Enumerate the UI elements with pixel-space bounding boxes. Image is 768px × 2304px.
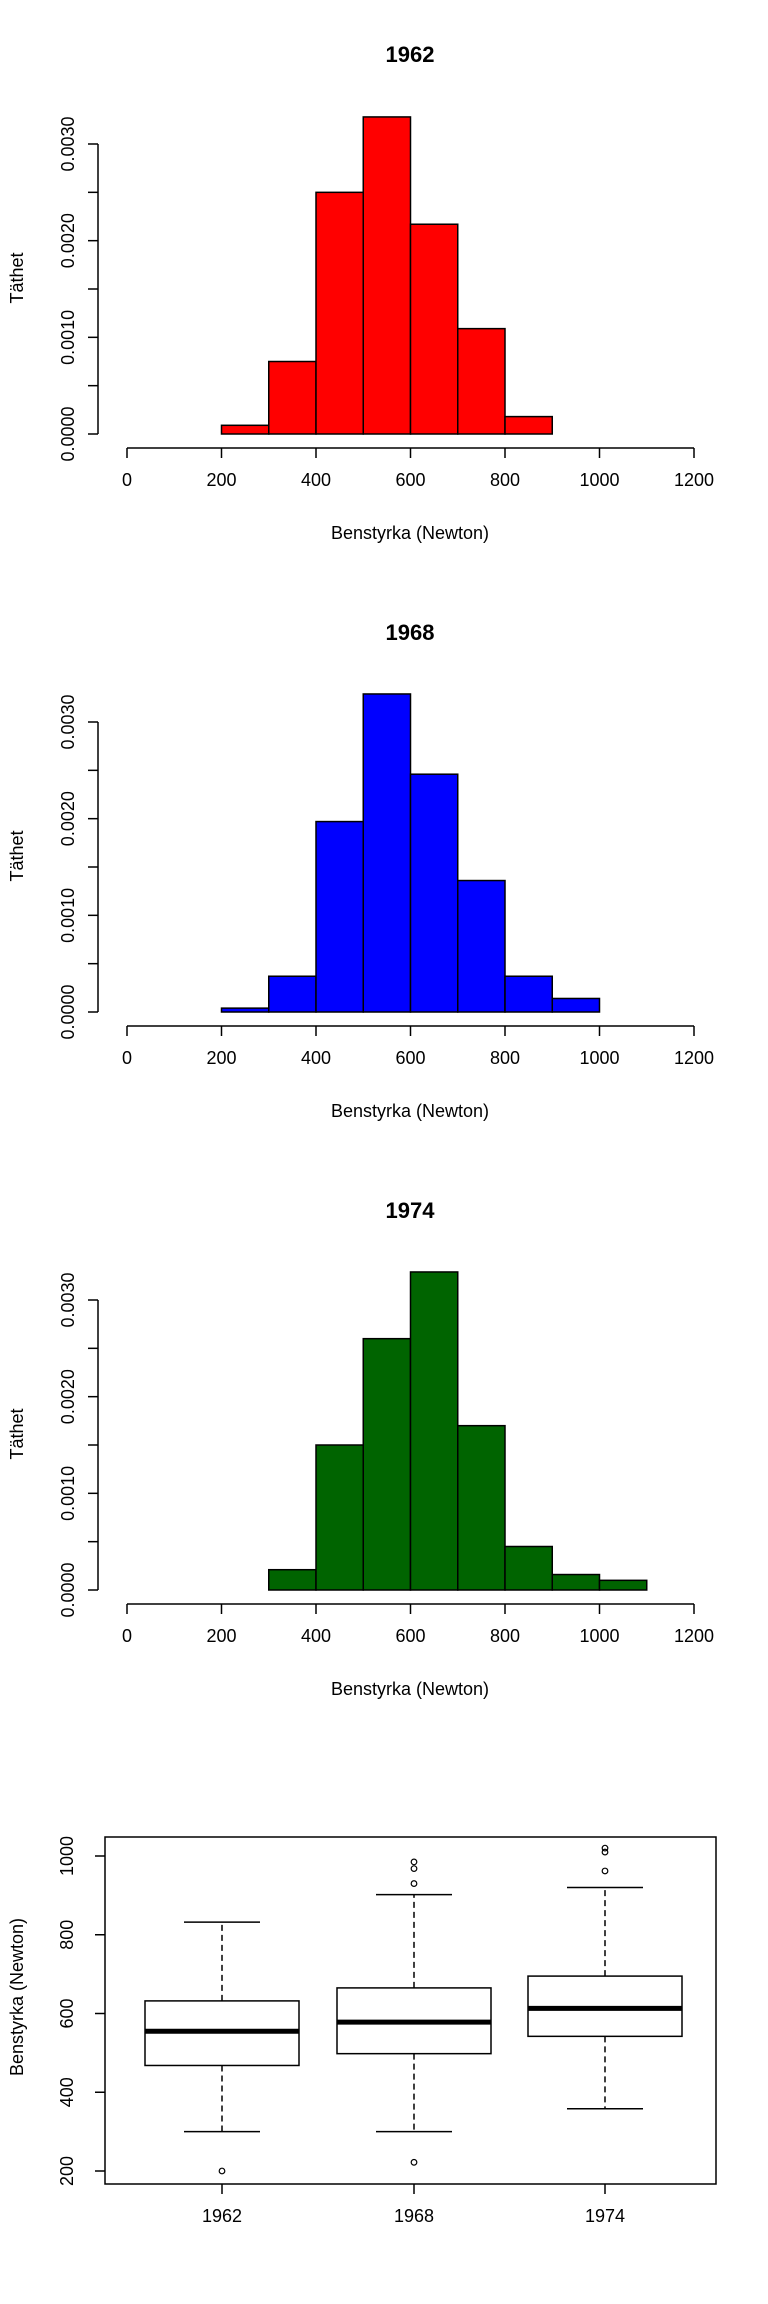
outlier-point — [218, 2167, 226, 2175]
histogram-bar — [551, 997, 601, 1013]
x-tick-label: 1200 — [674, 1048, 714, 1068]
x-tick-label: 400 — [301, 1048, 331, 1068]
y-tick-label: 0.0020 — [58, 213, 78, 268]
x-tick-label: 600 — [395, 1626, 425, 1646]
chart-title: 1974 — [386, 1198, 436, 1223]
x-tick-label: 200 — [206, 1626, 236, 1646]
x-tick-label: 1962 — [202, 2206, 242, 2226]
bars — [220, 693, 601, 1013]
axes: 1962 1968 1974 200 400 600 800 1000 — [57, 1836, 625, 2226]
histogram-1968: 1968 Benstyrka (Newton) Täthet 0 200 400 60… — [7, 620, 714, 1121]
histogram-bar — [362, 1337, 412, 1591]
y-tick-label: 400 — [57, 2077, 77, 2107]
y-tick-label: 200 — [57, 2156, 77, 2186]
y-axis-label: Täthet — [7, 830, 27, 881]
y-axis-label: Täthet — [7, 1408, 27, 1459]
histogram-bar — [504, 1545, 553, 1591]
histogram-1974: 1974 Benstyrka (Newton) Täthet 0 200 400 60… — [7, 1198, 714, 1699]
boxplot: Benstyrka (Newton) 1962 1968 1974 200 400 600… — [7, 1836, 717, 2226]
histogram-bar — [457, 1424, 506, 1591]
outlier-point — [601, 1844, 609, 1852]
chart-title: 1962 — [386, 42, 435, 67]
histogram-bar — [457, 327, 506, 435]
histogram-bar — [220, 424, 270, 435]
axes: 0 200 400 600 800 1000 1200 0.0000 0.0010 0.0020 0… — [58, 1272, 714, 1646]
histogram-bar — [362, 116, 412, 435]
chart-title: 1968 — [386, 620, 435, 645]
outlier-point — [601, 1848, 609, 1856]
x-tick-label: 1000 — [579, 470, 619, 490]
y-tick-label: 800 — [57, 1920, 77, 1950]
boxes — [144, 1844, 683, 2175]
axes: 0 200 400 600 800 1000 1200 0.0000 0.0010 0.0020 0… — [58, 694, 714, 1068]
histogram-1962: 1962 Benstyrka (Newton) Täthet 0 200 400 60… — [7, 42, 714, 543]
outlier-point — [410, 1865, 418, 1872]
outlier-point — [410, 1880, 418, 1887]
y-tick-label: 0.0030 — [58, 116, 78, 171]
y-tick-label: 1000 — [57, 1836, 77, 1876]
histogram-bar — [409, 773, 459, 1013]
y-tick-label: 0.0020 — [58, 791, 78, 846]
x-tick-label: 600 — [395, 1048, 425, 1068]
x-axis-label: Benstyrka (Newton) — [331, 523, 489, 543]
y-tick-label: 0.0020 — [58, 1369, 78, 1424]
y-axis-label: Benstyrka (Newton) — [7, 1918, 27, 2076]
x-tick-label: 400 — [301, 470, 331, 490]
histogram-bar — [268, 1568, 317, 1591]
histogram-bar — [268, 975, 317, 1013]
histogram-bar — [409, 1271, 459, 1591]
outlier-point — [410, 2158, 418, 2166]
axes: 0 200 400 600 800 1000 1200 0.0000 0.0010 0.0020 0… — [58, 116, 714, 490]
x-tick-label: 200 — [206, 1048, 236, 1068]
histogram-bar — [551, 1573, 601, 1591]
histogram-bar — [504, 975, 553, 1013]
y-tick-label: 0.0000 — [58, 1562, 78, 1617]
x-axis-label: Benstyrka (Newton) — [331, 1679, 489, 1699]
histogram-bar — [457, 879, 506, 1013]
histogram-bar — [315, 820, 364, 1013]
x-tick-label: 1200 — [674, 1626, 714, 1646]
x-tick-label: 400 — [301, 1626, 331, 1646]
y-tick-label: 0.0030 — [58, 1272, 78, 1327]
x-tick-label: 200 — [206, 470, 236, 490]
y-tick-label: 0.0000 — [58, 984, 78, 1039]
x-tick-label: 0 — [122, 1626, 132, 1646]
bars — [220, 116, 553, 435]
histogram-bar — [598, 1579, 648, 1591]
histogram-bar — [504, 415, 553, 435]
y-axis-label: Täthet — [7, 252, 27, 303]
histogram-bar — [315, 191, 364, 435]
x-tick-label: 1000 — [579, 1626, 619, 1646]
x-tick-label: 800 — [490, 470, 520, 490]
histogram-bar — [315, 1444, 364, 1591]
histogram-bar — [409, 223, 459, 435]
histogram-bar — [362, 693, 412, 1013]
histogram-bar — [268, 360, 317, 435]
x-tick-label: 800 — [490, 1048, 520, 1068]
outlier-point — [601, 1867, 609, 1875]
y-tick-label: 0.0010 — [58, 888, 78, 943]
x-tick-label: 800 — [490, 1626, 520, 1646]
x-tick-label: 1968 — [394, 2206, 434, 2226]
x-tick-label: 1200 — [674, 470, 714, 490]
x-tick-label: 1974 — [585, 2206, 625, 2226]
x-tick-label: 1000 — [579, 1048, 619, 1068]
plot-frame — [104, 1836, 717, 2185]
y-tick-label: 0.0010 — [58, 1466, 78, 1521]
outlier-point — [410, 1858, 418, 1866]
y-tick-label: 0.0010 — [58, 310, 78, 365]
x-tick-label: 600 — [395, 470, 425, 490]
histogram-bar — [220, 1007, 270, 1013]
y-tick-label: 0.0030 — [58, 694, 78, 749]
x-tick-label: 0 — [122, 1048, 132, 1068]
bars — [268, 1271, 648, 1591]
y-tick-label: 0.0000 — [58, 406, 78, 461]
x-tick-label: 0 — [122, 470, 132, 490]
y-tick-label: 600 — [57, 1998, 77, 2028]
x-axis-label: Benstyrka (Newton) — [331, 1101, 489, 1121]
